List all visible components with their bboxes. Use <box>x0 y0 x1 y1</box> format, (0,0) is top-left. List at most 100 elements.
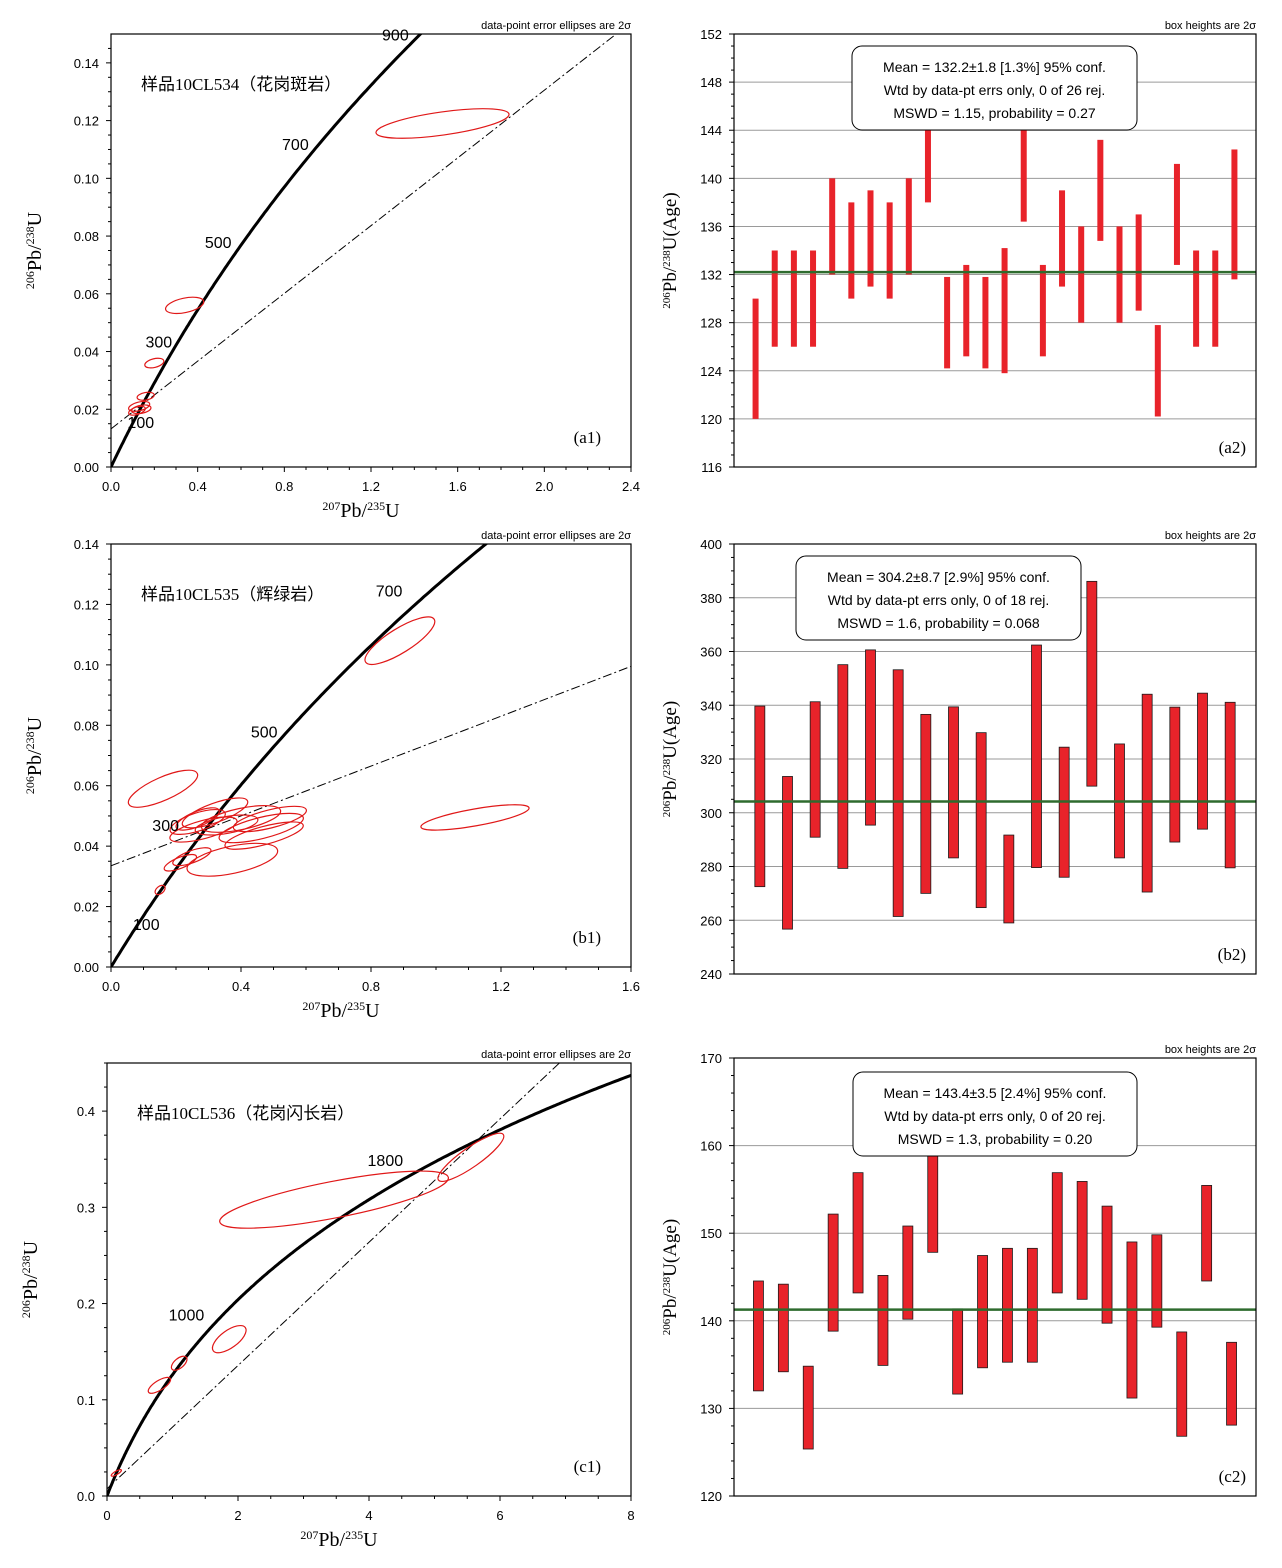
y-tick-label: 380 <box>700 591 722 606</box>
discordia-line <box>111 34 618 430</box>
x-tick-label: 2 <box>234 1508 241 1523</box>
plot-area <box>107 1063 631 1496</box>
label-part: 206 <box>23 776 37 794</box>
discordia-line <box>107 1063 561 1490</box>
y-tick-label: 124 <box>700 364 722 379</box>
plot-frame <box>110 543 632 968</box>
panel-label: (b2) <box>1218 945 1246 964</box>
error-bar <box>877 1275 889 1366</box>
label-part: U(Age) <box>660 192 681 250</box>
error-bar <box>1231 149 1238 280</box>
label-part: 235 <box>367 499 385 513</box>
error-bar <box>963 264 970 357</box>
error-bar <box>920 713 932 894</box>
panel-label: (c2) <box>1219 1467 1246 1486</box>
x-tick-label: 1.6 <box>622 979 640 994</box>
label-part: Pb/ <box>318 1529 345 1551</box>
weighted-mean-chart-a2: 116 120 124 128 132 136 140 144 148 152 Mean = 132… <box>660 20 1257 475</box>
y-tick-label: 152 <box>700 27 722 42</box>
error-ellipse <box>147 1376 172 1394</box>
label-part: U <box>20 1240 42 1255</box>
stats-line: Mean = 132.2±1.8 [1.3%] 95% conf. <box>883 59 1106 75</box>
age-label: 1000 <box>169 1308 205 1325</box>
error-bar <box>1197 692 1208 830</box>
x-tick-label: 0 <box>103 1508 110 1523</box>
weighted-mean-chart-c2: 120 130 140 150 160 170 Mean = 143.4±3.5 [2.4%… <box>660 1044 1257 1504</box>
label-part: 238 <box>661 1276 673 1293</box>
error-bar <box>1201 1185 1213 1282</box>
y-tick-label: 144 <box>700 123 722 138</box>
error-bar <box>752 298 759 419</box>
error-bar <box>852 1172 864 1294</box>
label-part: 206 <box>23 271 37 289</box>
error-ellipse <box>211 1324 247 1354</box>
y-tick-label: 148 <box>700 75 722 90</box>
label-part: 207 <box>322 499 340 513</box>
error-ellipse <box>164 296 205 315</box>
label-part: 207 <box>300 1528 318 1542</box>
y-tick-label: 0.4 <box>77 1104 95 1119</box>
x-tick-label: 8 <box>627 1508 634 1523</box>
error-ellipse <box>128 405 146 416</box>
y-tick-label: 170 <box>700 1051 722 1066</box>
y-tick-label: 132 <box>700 268 722 283</box>
error-bar <box>1026 1247 1038 1363</box>
y-tick-label: 0.12 <box>74 597 99 612</box>
x-tick-label: 0.8 <box>362 979 380 994</box>
x-tick-label: 2.4 <box>622 479 640 494</box>
error-bar <box>1135 214 1142 311</box>
sample-label: 样品10CL535（辉绿岩） <box>141 585 324 604</box>
sample-label: 样品10CL536（花岗闪长岩） <box>137 1104 354 1123</box>
label-part: 238 <box>23 226 37 244</box>
error-ellipse <box>170 1355 188 1371</box>
x-tick-label: 1.6 <box>449 479 467 494</box>
stats-line: MSWD = 1.6, probability = 0.068 <box>837 615 1040 631</box>
y-tick-label: 0.04 <box>74 839 99 854</box>
error-bar <box>1193 250 1200 347</box>
x-tick-label: 0.4 <box>189 479 207 494</box>
error-bar <box>1078 226 1085 323</box>
age-label: 500 <box>205 235 232 252</box>
age-label: 700 <box>282 137 309 154</box>
error-bar <box>1224 701 1236 869</box>
error-bar <box>837 664 849 869</box>
y-tick-label: 0.14 <box>74 56 99 71</box>
y-tick-label: 150 <box>700 1226 722 1241</box>
label-part: Pb/ <box>320 1000 347 1022</box>
x-tick-label: 0.0 <box>102 979 120 994</box>
error-ellipse <box>154 884 166 896</box>
error-bar <box>827 1213 839 1332</box>
error-ellipse <box>224 821 304 850</box>
panel-label: (b1) <box>573 928 601 947</box>
panel-label: (c1) <box>574 1457 601 1476</box>
y-tick-label: 0.2 <box>77 1297 95 1312</box>
label-part: Pb/ <box>24 244 46 271</box>
ellipse-note: data-point error ellipses are 2σ <box>481 1049 631 1061</box>
age-label: 100 <box>133 917 160 934</box>
label-part: Pb/ <box>20 1273 42 1300</box>
label-part: U <box>24 716 46 731</box>
y-axis-title: 206Pb/238U(Age) <box>660 192 681 308</box>
error-ellipse <box>169 816 238 843</box>
label-part: 235 <box>345 1528 363 1542</box>
y-tick-label: 260 <box>700 913 722 928</box>
age-label: 100 <box>127 415 154 432</box>
plot-frame <box>106 1062 632 1497</box>
error-bar <box>892 669 904 917</box>
error-ellipse <box>172 847 212 867</box>
y-tick-label: 0.1 <box>77 1393 95 1408</box>
y-tick-label: 140 <box>700 171 722 186</box>
error-bar <box>1176 1331 1188 1437</box>
y-tick-label: 120 <box>700 412 722 427</box>
error-ellipse <box>136 391 155 401</box>
concordia-curve <box>111 34 423 467</box>
stats-box <box>795 555 1082 641</box>
plot-frame <box>110 33 632 468</box>
y-tick-label: 0.00 <box>74 960 99 975</box>
y-tick-label: 400 <box>700 537 722 552</box>
y-tick-label: 0.02 <box>74 402 99 417</box>
concordia-curve <box>107 1073 631 1496</box>
y-axis-title: 206Pb/238U <box>19 1240 42 1318</box>
error-ellipse <box>128 400 151 412</box>
y-tick-label: 0.08 <box>74 718 99 733</box>
